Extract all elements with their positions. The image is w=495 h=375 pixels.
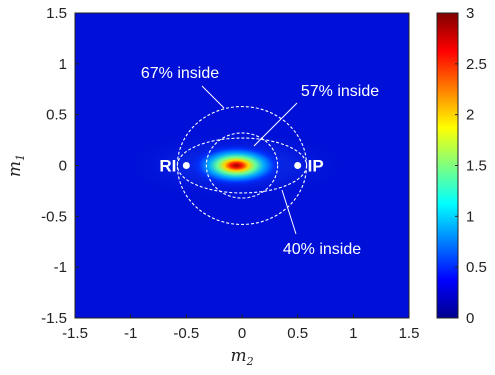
point-marker xyxy=(182,162,190,169)
y-tick-label: 0.5 xyxy=(46,107,67,124)
y-tick-label: -0.5 xyxy=(41,208,67,225)
annotation-leader xyxy=(201,85,225,109)
x-tick-label: -1 xyxy=(124,325,137,342)
y-tick-label: -1.5 xyxy=(41,310,67,327)
region-annotation: 57% inside xyxy=(301,83,379,100)
y-axis: 1.5 1 0.5 0 -0.5 -1 -1.5 xyxy=(41,5,79,327)
region-2 xyxy=(176,137,308,194)
y-axis-label: m1 xyxy=(5,154,27,177)
y-tick-label: -1 xyxy=(54,259,67,276)
x-axis-label: m2 xyxy=(230,346,253,368)
colorbar-scale xyxy=(436,12,459,319)
annotation-leader xyxy=(253,102,298,147)
colorbar-tick-label: 2.5 xyxy=(466,56,487,73)
plot-area: RI IP 67% inside 57% inside 40% inside xyxy=(74,12,410,319)
annotation-leader xyxy=(281,189,297,235)
point-marker xyxy=(294,162,302,169)
point-label: RI xyxy=(159,157,176,176)
regions xyxy=(176,105,308,226)
x-tick-label: -1.5 xyxy=(62,325,88,342)
x-tick-label: 1 xyxy=(349,325,357,342)
colorbar-tick-label: 3 xyxy=(466,5,474,22)
region-annotation: 67% inside xyxy=(141,65,219,82)
colorbar-tick-label: 0.5 xyxy=(466,259,487,276)
point-label: IP xyxy=(308,157,324,176)
y-tick-label: 0 xyxy=(59,158,67,175)
x-tick-label: -0.5 xyxy=(173,325,199,342)
colorbar-ticks: 3 2.5 2 1.5 1 0.5 0 xyxy=(455,5,487,327)
colorbar-tick-label: 1.5 xyxy=(466,158,487,175)
x-tick-label: 0.5 xyxy=(287,325,308,342)
x-tick-label: 0 xyxy=(238,325,246,342)
x-tick-label: 1.5 xyxy=(399,325,420,342)
points: RI IP xyxy=(159,157,323,176)
x-axis: -1.5 -1 -0.5 0 0.5 1 1.5 xyxy=(62,314,419,342)
y-tick-label: 1 xyxy=(59,56,67,73)
colorbar-tick-label: 0 xyxy=(466,310,474,327)
y-tick-label: 1.5 xyxy=(46,5,67,22)
annotations: 67% inside 57% inside 40% inside xyxy=(141,65,379,258)
region-annotation: 40% inside xyxy=(283,241,361,258)
colorbar: 3 2.5 2 1.5 1 0.5 0 xyxy=(436,5,487,327)
colorbar-tick-label: 2 xyxy=(466,107,474,124)
colorbar-tick-label: 1 xyxy=(466,208,474,225)
region-3 xyxy=(205,132,279,199)
density-peak xyxy=(186,143,287,188)
